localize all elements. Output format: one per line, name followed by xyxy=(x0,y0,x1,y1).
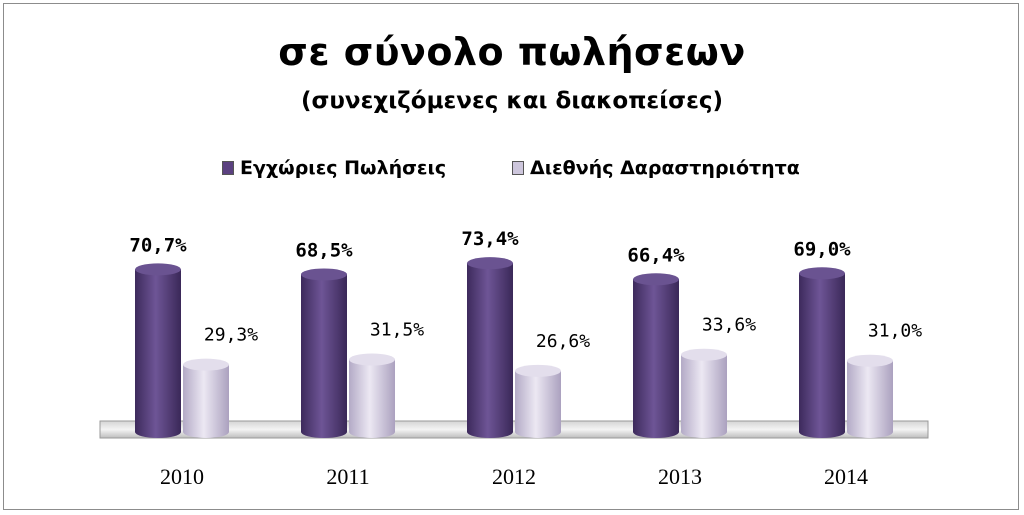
legend-swatch-international xyxy=(512,161,524,175)
x-tick-2013: 2013 xyxy=(658,464,702,489)
label-domestic-2010: 70,7% xyxy=(129,234,187,256)
label-domestic-2012: 73,4% xyxy=(461,228,519,250)
label-domestic-2013: 66,4% xyxy=(627,244,685,266)
bar-international-2011 xyxy=(349,353,395,438)
bar-domestic-2014 xyxy=(799,267,845,438)
bar-domestic-2013 xyxy=(633,273,679,438)
chart-subtitle: (συνεχιζόμενες και διακοπείσες) xyxy=(300,88,724,114)
label-international-2010: 29,3% xyxy=(204,325,258,346)
bar-international-2013 xyxy=(681,348,727,438)
bar-domestic-2011 xyxy=(301,268,347,438)
label-domestic-2011: 68,5% xyxy=(295,239,353,261)
label-international-2012: 26,6% xyxy=(536,331,590,352)
legend-item-international: Διεθνής Δαραστηριότητα xyxy=(512,155,800,181)
bar-international-2014 xyxy=(847,354,893,438)
x-tick-2010: 2010 xyxy=(160,464,204,489)
legend-swatch-domestic xyxy=(222,161,234,175)
legend-label-international: Διεθνής Δαραστηριότητα xyxy=(530,157,800,179)
label-international-2011: 31,5% xyxy=(370,320,424,341)
legend-label-domestic: Εγχώριες Πωλήσεις xyxy=(240,157,447,179)
label-international-2013: 33,6% xyxy=(702,315,756,336)
bar-international-2010 xyxy=(183,358,229,438)
bar-international-2012 xyxy=(515,364,561,438)
bar-domestic-2012 xyxy=(467,257,513,438)
label-international-2014: 31,0% xyxy=(868,321,922,342)
legend-item-domestic: Εγχώριες Πωλήσεις xyxy=(222,155,446,181)
x-tick-2012: 2012 xyxy=(492,464,536,489)
legend: Εγχώριες Πωλήσεις Διεθνής Δαραστηριότητα xyxy=(0,155,1024,181)
chart-title: σε σύνολο πωλήσεων xyxy=(278,30,746,74)
x-tick-2014: 2014 xyxy=(824,464,868,489)
x-tick-2011: 2011 xyxy=(326,464,369,489)
label-domestic-2014: 69,0% xyxy=(793,238,851,260)
bar-domestic-2010 xyxy=(135,263,181,438)
